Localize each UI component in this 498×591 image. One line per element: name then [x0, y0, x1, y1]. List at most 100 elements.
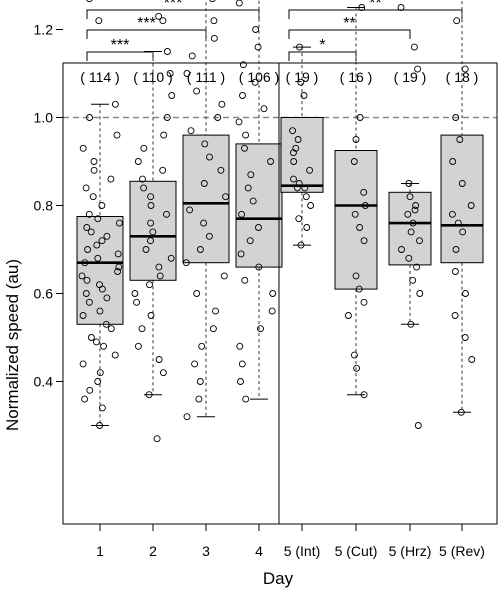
data-point [454, 219, 462, 227]
box [182, 134, 230, 264]
data-point [147, 202, 155, 209]
significance-bracket [86, 51, 154, 61]
data-point [98, 404, 106, 412]
data-point [113, 131, 121, 139]
data-point [191, 360, 199, 368]
data-point [411, 206, 419, 214]
data-point [416, 290, 424, 297]
data-point [214, 114, 222, 121]
data-point [237, 250, 245, 258]
sample-size-label: ( 19 ) [394, 69, 427, 85]
data-point [462, 290, 469, 297]
data-point [133, 298, 141, 306]
data-point [167, 254, 175, 262]
data-point [114, 268, 122, 275]
data-point [182, 259, 190, 267]
data-point [98, 237, 106, 245]
data-point [155, 356, 163, 363]
data-point [209, 325, 217, 333]
data-point [255, 224, 262, 231]
data-point [297, 241, 305, 249]
data-point [242, 395, 250, 403]
data-point [296, 43, 303, 51]
x-tick-label: 5 (Cut) [335, 543, 378, 559]
data-point [193, 87, 201, 95]
boxes [76, 0, 484, 426]
sample-size-label: ( 106 ) [239, 69, 279, 85]
significance-label: *** [164, 0, 183, 12]
data-point [140, 184, 148, 192]
data-point [352, 136, 360, 143]
data-point [457, 408, 465, 416]
data-point [82, 290, 90, 297]
data-point [168, 92, 176, 99]
data-point [149, 228, 157, 236]
data-point [86, 386, 94, 394]
data-point [210, 17, 218, 25]
data-point [350, 351, 358, 359]
x-tick-label: 1 [96, 543, 104, 559]
data-point [293, 184, 301, 192]
data-point [302, 193, 310, 201]
data-point [405, 254, 413, 262]
data-point [160, 131, 168, 139]
data-point [210, 34, 218, 42]
data-point [201, 140, 209, 148]
significance-label: *** [111, 37, 130, 54]
data-point [188, 52, 196, 60]
data-point [103, 294, 111, 302]
data-point [241, 144, 248, 152]
data-point [242, 131, 250, 139]
data-point [406, 193, 414, 201]
y-tick-label: 1.2 [34, 22, 54, 38]
data-point [94, 378, 102, 385]
data-point [360, 237, 368, 245]
data-point [300, 92, 308, 99]
data-point [86, 0, 93, 3]
data-point [407, 228, 415, 236]
sample-size-label: ( 18 ) [446, 69, 479, 85]
data-point [94, 215, 102, 223]
data-point [409, 276, 417, 284]
data-point [145, 391, 153, 399]
data-point [461, 334, 469, 341]
data-point [404, 210, 412, 218]
data-point [82, 184, 90, 192]
data-point [452, 246, 460, 253]
data-point [344, 312, 352, 319]
data-point [198, 342, 206, 350]
x-tick-label: 5 (Int) [284, 543, 321, 559]
data-point [260, 105, 268, 113]
data-point [355, 285, 363, 293]
box [235, 143, 283, 268]
data-point [238, 210, 246, 218]
data-point [90, 166, 98, 174]
data-point [451, 268, 459, 275]
data-point [398, 246, 405, 253]
significance-label: *** [137, 15, 156, 32]
data-point [159, 17, 167, 25]
data-point [200, 180, 208, 187]
data-point [183, 413, 191, 421]
data-point [414, 422, 422, 429]
data-point [111, 351, 119, 359]
data-point [448, 210, 456, 218]
data-point [163, 210, 170, 218]
box [129, 180, 177, 281]
data-point [209, 0, 216, 3]
data-point [200, 219, 208, 227]
data-point [81, 259, 89, 267]
data-point [100, 342, 108, 350]
data-point [96, 369, 104, 377]
data-point [102, 320, 110, 328]
data-point [239, 61, 247, 69]
data-point [247, 171, 255, 179]
data-point [269, 290, 277, 297]
data-point [87, 334, 95, 341]
data-point [90, 158, 98, 165]
significance-brackets: ************** [86, 0, 463, 61]
data-point [140, 144, 148, 152]
data-point [358, 4, 366, 11]
data-point [416, 237, 423, 245]
data-point [255, 263, 263, 271]
